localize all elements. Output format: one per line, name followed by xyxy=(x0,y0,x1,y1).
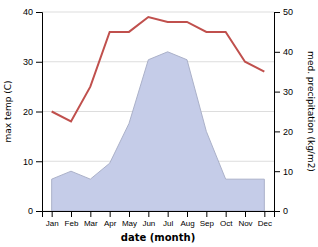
marks xyxy=(52,17,265,211)
tick-mark xyxy=(274,12,280,13)
plot: Jan Feb Mar Apr May Jun Jul Aug Sep Oct Nov Dec 0 10 2… xyxy=(23,7,293,227)
tick-mark xyxy=(187,211,188,217)
y2-tick: 20 xyxy=(274,127,293,137)
tick-label: 30 xyxy=(283,87,293,97)
grid-line xyxy=(42,12,274,13)
tick-mark xyxy=(274,171,280,172)
tick-mark xyxy=(148,211,149,217)
tick-mark xyxy=(129,211,130,217)
y2-tick: 40 xyxy=(274,47,293,57)
tick-label: 20 xyxy=(23,107,33,117)
tick-label: Oct xyxy=(220,219,233,228)
tick-mark xyxy=(274,211,280,212)
tick-mark xyxy=(36,62,42,63)
y-tick: 30 xyxy=(23,57,42,67)
x-tick: Nov xyxy=(238,211,252,228)
temperature-line xyxy=(52,17,265,121)
tick-mark xyxy=(36,112,42,113)
tick-label: 0 xyxy=(28,206,33,216)
x-tick: Mar xyxy=(84,211,98,228)
y-tick: 0 xyxy=(28,206,42,216)
tick-mark xyxy=(90,211,91,217)
y2-axis-title: med. precipitation (kg/m2) xyxy=(306,51,316,172)
tick-label: Jul xyxy=(163,219,173,228)
tick-mark xyxy=(226,211,227,217)
x-tick: Feb xyxy=(65,211,79,228)
tick-mark xyxy=(71,211,72,217)
tick-label: 0 xyxy=(283,206,288,216)
y2-tick: 30 xyxy=(274,87,293,97)
x-axis: Jan Feb Mar Apr May Jun Jul Aug Sep Oct Nov Dec xyxy=(43,211,275,228)
tick-label: May xyxy=(122,219,137,228)
tick-label: 50 xyxy=(283,7,293,17)
tick-label: Aug xyxy=(180,219,194,228)
tick-label: Mar xyxy=(84,219,98,228)
x-tick: Dec xyxy=(258,211,272,228)
tick-label: Feb xyxy=(65,219,79,228)
tick-label: 10 xyxy=(283,167,293,177)
tick-label: 10 xyxy=(23,157,33,167)
tick-label: Apr xyxy=(104,219,117,228)
tick-mark xyxy=(274,92,280,93)
x-axis-title: date (month) xyxy=(121,232,195,243)
tick-mark xyxy=(245,211,246,217)
x-tick: Oct xyxy=(220,211,233,228)
x-tick: Jan xyxy=(46,211,59,228)
precipitation-area xyxy=(52,52,265,211)
tick-mark xyxy=(36,211,42,212)
tick-mark xyxy=(274,131,280,132)
tick-label: 20 xyxy=(283,127,293,137)
y-axis: 0 10 20 30 40 xyxy=(23,7,43,216)
y2-tick: 10 xyxy=(274,167,293,177)
tick-mark xyxy=(36,161,42,162)
tick-mark xyxy=(168,211,169,217)
y-axis-title: max temp (C) xyxy=(3,80,13,142)
axis-domain xyxy=(43,212,275,218)
tick-mark xyxy=(206,211,207,217)
tick-mark xyxy=(36,12,42,13)
y2-tick: 0 xyxy=(274,206,288,216)
tick-label: Sep xyxy=(200,219,215,228)
y-tick: 40 xyxy=(23,7,42,17)
tick-label: 40 xyxy=(283,47,293,57)
x-tick: Jul xyxy=(163,211,173,228)
y-tick: 10 xyxy=(23,157,42,167)
axis-domain xyxy=(275,13,281,212)
x-tick: May xyxy=(122,211,137,228)
tick-label: Nov xyxy=(238,219,252,228)
tick-label: 30 xyxy=(23,57,33,67)
y2-axis: 0 10 20 30 40 50 xyxy=(274,7,293,216)
x-tick: Apr xyxy=(104,211,117,228)
x-tick: Jun xyxy=(142,211,155,228)
x-tick: Sep xyxy=(200,211,215,228)
chart: Jan Feb Mar Apr May Jun Jul Aug Sep Oct Nov Dec 0 10 2… xyxy=(0,0,318,247)
tick-mark xyxy=(52,211,53,217)
tick-label: Dec xyxy=(258,219,272,228)
tick-label: 40 xyxy=(23,7,33,17)
tick-mark xyxy=(274,52,280,53)
tick-label: Jun xyxy=(142,219,155,228)
grid xyxy=(42,12,274,211)
axis-domain xyxy=(36,13,43,212)
x-tick: Aug xyxy=(180,211,194,228)
tick-label: Jan xyxy=(46,219,59,228)
tick-mark xyxy=(110,211,111,217)
y-tick: 20 xyxy=(23,107,42,117)
y2-tick: 50 xyxy=(274,7,293,17)
tick-mark xyxy=(264,211,265,217)
